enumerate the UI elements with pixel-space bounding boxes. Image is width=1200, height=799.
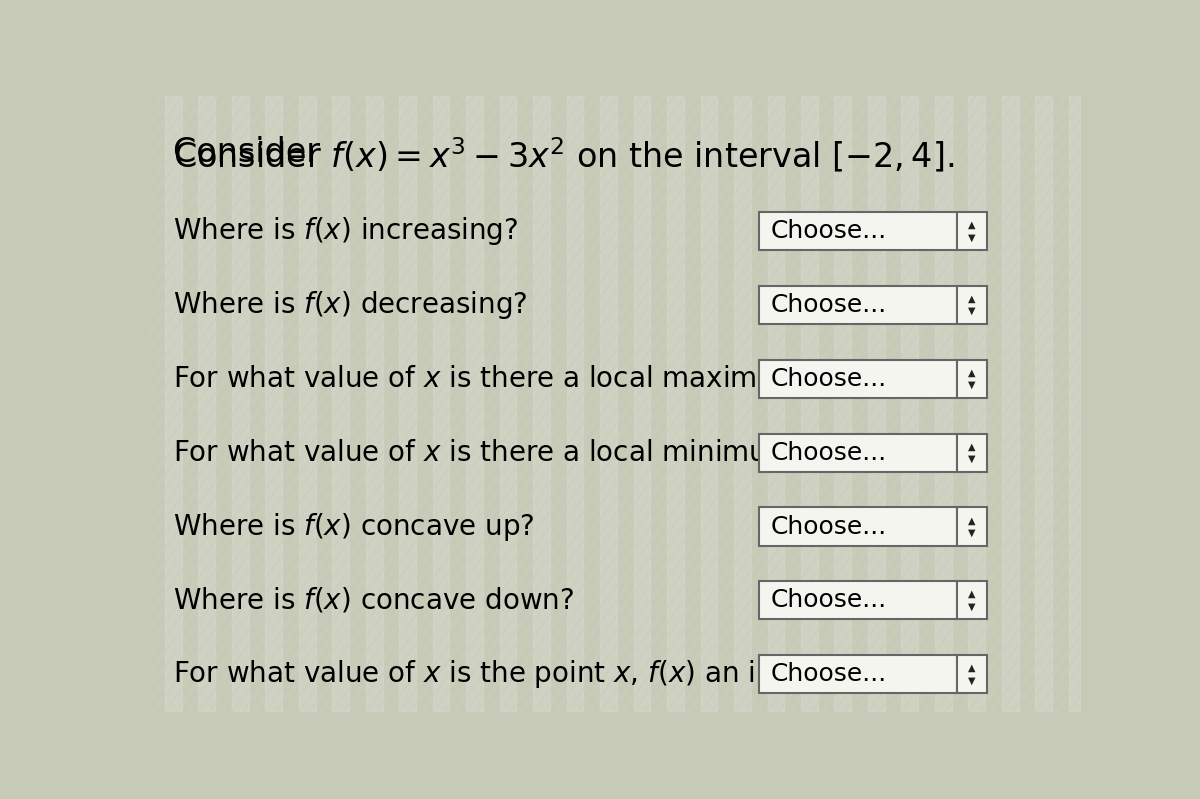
Text: Choose...: Choose... <box>770 515 887 539</box>
Text: ▼: ▼ <box>968 602 976 611</box>
Text: Choose...: Choose... <box>770 367 887 391</box>
Text: ▲: ▲ <box>968 294 976 304</box>
Text: Where is $f(x)$ concave up?: Where is $f(x)$ concave up? <box>173 511 535 543</box>
Bar <box>958 360 986 398</box>
Text: ▼: ▼ <box>968 527 976 538</box>
Text: Choose...: Choose... <box>770 588 887 612</box>
Text: ▼: ▼ <box>968 306 976 316</box>
Text: Where is $f(x)$ concave down?: Where is $f(x)$ concave down? <box>173 586 575 615</box>
Text: Choose...: Choose... <box>770 662 887 686</box>
Text: Choose...: Choose... <box>770 441 887 465</box>
Bar <box>760 507 958 546</box>
Text: Choose...: Choose... <box>770 219 887 243</box>
Text: ▲: ▲ <box>968 589 976 599</box>
Text: ▲: ▲ <box>968 663 976 673</box>
Bar <box>958 655 986 694</box>
Text: For what value of $x$ is there a local minimum?: For what value of $x$ is there a local m… <box>173 439 809 467</box>
Text: Where is $f(x)$ decreasing?: Where is $f(x)$ decreasing? <box>173 289 528 321</box>
Text: For what value of $x$ is the point $x$, $f(x)$ an inflection point?: For what value of $x$ is the point $x$, … <box>173 658 971 690</box>
Text: ▲: ▲ <box>968 368 976 378</box>
Text: ▼: ▼ <box>968 675 976 686</box>
Bar <box>958 213 986 250</box>
Bar <box>958 434 986 471</box>
Text: ▲: ▲ <box>968 220 976 230</box>
Text: Where is $f(x)$ increasing?: Where is $f(x)$ increasing? <box>173 215 518 247</box>
Text: ▼: ▼ <box>968 454 976 464</box>
Text: ▲: ▲ <box>968 515 976 526</box>
Bar <box>958 507 986 546</box>
Bar <box>958 286 986 324</box>
Bar <box>760 434 958 471</box>
Text: Choose...: Choose... <box>770 293 887 317</box>
Bar <box>760 582 958 619</box>
Text: Consider $f(x) = x^3 - 3x^2$ on the interval $[-2,4]$.: Consider $f(x) = x^3 - 3x^2$ on the inte… <box>173 136 954 175</box>
Bar <box>760 360 958 398</box>
Text: For what value of $x$ is there a local maximum?: For what value of $x$ is there a local m… <box>173 365 816 393</box>
Text: ▼: ▼ <box>968 380 976 390</box>
Text: ▲: ▲ <box>968 442 976 451</box>
Text: Consider: Consider <box>173 136 331 169</box>
Bar <box>760 286 958 324</box>
Text: ▼: ▼ <box>968 233 976 242</box>
Bar <box>760 655 958 694</box>
Bar <box>760 213 958 250</box>
Bar <box>958 582 986 619</box>
